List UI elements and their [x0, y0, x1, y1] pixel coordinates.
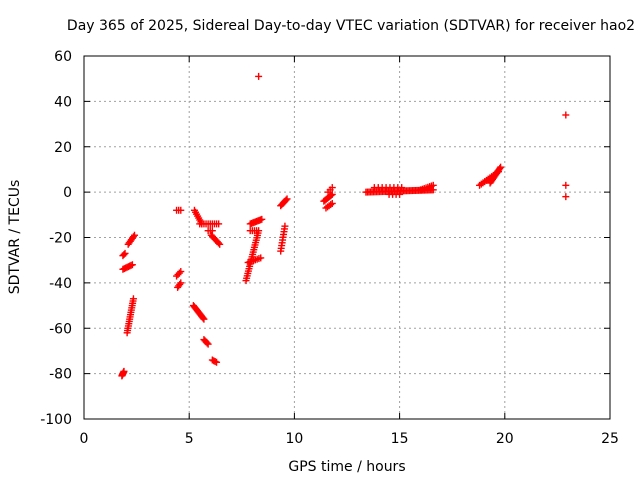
- data-point: [200, 315, 208, 323]
- data-point: [203, 339, 211, 347]
- data-point: [328, 190, 336, 198]
- data-point: [255, 72, 263, 80]
- x-axis-title: GPS time / hours: [288, 459, 405, 475]
- data-point: [257, 254, 265, 262]
- data-point: [215, 220, 223, 228]
- data-point: [175, 269, 183, 277]
- data-point: [129, 295, 137, 303]
- data-point: [121, 249, 129, 257]
- data-point: [177, 279, 185, 287]
- data-point: [215, 239, 223, 247]
- x-tick-label: 20: [496, 431, 514, 447]
- data-point: [199, 314, 207, 322]
- y-tick-label: -40: [49, 276, 72, 292]
- data-point: [562, 111, 570, 119]
- y-tick-label: -80: [49, 367, 72, 383]
- x-tick-label: 10: [285, 431, 303, 447]
- grid-lines: [84, 56, 610, 419]
- x-tick-label: 0: [80, 431, 89, 447]
- y-tick-label: 20: [54, 140, 72, 156]
- y-tick-labels: -100 -80 -60 -40 -20 0 20 40 60: [40, 49, 72, 428]
- axis-ticks: [83, 55, 611, 420]
- y-tick-label: 40: [54, 94, 72, 110]
- y-tick-label: -60: [49, 321, 72, 337]
- data-point: [281, 222, 289, 230]
- x-tick-label: 5: [185, 431, 194, 447]
- data-point: [120, 251, 128, 259]
- data-point: [208, 227, 216, 235]
- y-tick-label: 0: [63, 185, 72, 201]
- data-point: [177, 206, 185, 214]
- data-point: [328, 199, 336, 207]
- data-point: [398, 184, 406, 192]
- data-point: [211, 358, 219, 366]
- y-tick-label: -20: [49, 231, 72, 247]
- data-point: [283, 195, 291, 203]
- data-point: [177, 268, 185, 276]
- x-tick-label: 25: [601, 431, 619, 447]
- y-axis-title: SDTVAR / TECUs: [7, 180, 23, 295]
- data-point: [213, 358, 221, 366]
- data-point: [120, 367, 128, 375]
- data-point: [282, 196, 290, 204]
- data-point: [128, 261, 136, 269]
- data-point: [562, 193, 570, 201]
- data-point: [129, 233, 137, 241]
- y-tick-label: 60: [54, 49, 72, 65]
- data-point: [258, 215, 266, 223]
- data-point: [396, 190, 404, 198]
- data-point: [176, 280, 184, 288]
- y-tick-label: -100: [40, 412, 72, 428]
- data-point: [327, 201, 335, 209]
- data-point: [497, 163, 505, 171]
- data-point: [216, 240, 224, 248]
- chart-title: Day 365 of 2025, Sidereal Day-to-day VTE…: [67, 18, 635, 34]
- plot-frame: [83, 55, 611, 420]
- x-tick-labels: 0 5 10 15 20 25: [80, 431, 619, 447]
- data-point: [429, 181, 437, 189]
- data-points: [118, 72, 570, 380]
- data-point: [130, 231, 138, 239]
- data-point: [496, 164, 504, 172]
- data-point: [204, 340, 212, 348]
- data-point: [328, 184, 336, 192]
- data-point: [562, 181, 570, 189]
- x-tick-label: 15: [391, 431, 409, 447]
- data-point: [253, 227, 261, 235]
